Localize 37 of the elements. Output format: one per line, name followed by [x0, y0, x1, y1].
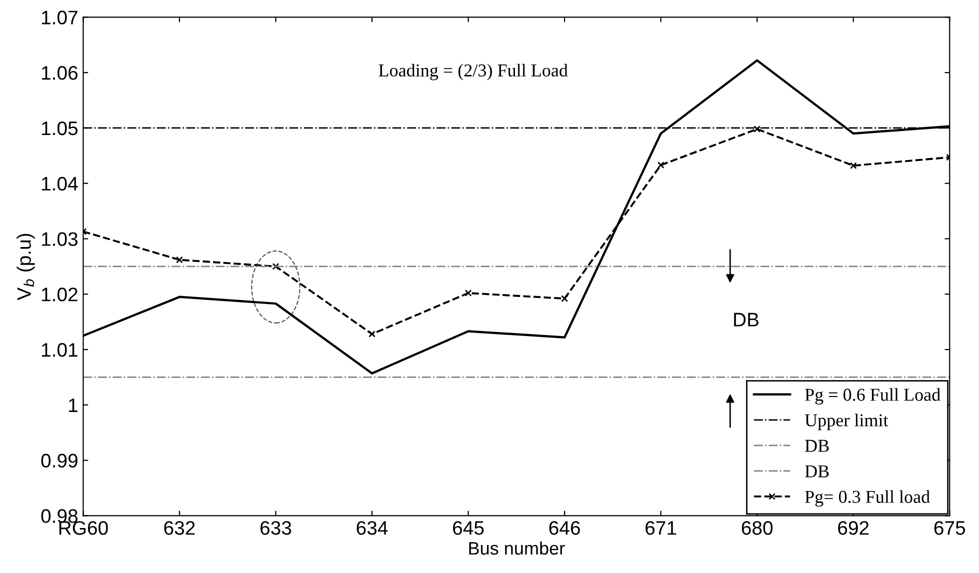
x-tick-label: 675	[934, 521, 966, 535]
y-tick-label: 1.07	[42, 10, 78, 24]
y-tick-label: 1.05	[42, 121, 78, 136]
annotation: DB	[734, 312, 758, 326]
y-tick-label: 1	[69, 398, 78, 412]
point	[850, 162, 857, 170]
x-tick-label: 646	[549, 521, 580, 535]
point	[561, 295, 568, 302]
y-tick-label: 1.06	[42, 66, 78, 80]
legend-label: DB	[805, 440, 829, 452]
y-tick-label: 0.99	[41, 454, 78, 468]
x-tick-label: 634	[356, 521, 388, 535]
legend-label: Upper limit	[804, 414, 888, 430]
x-tick-label: 645	[453, 521, 484, 535]
x-tick-label: RG60	[59, 521, 108, 535]
point	[464, 290, 472, 297]
y-tick-label: 0.98	[41, 509, 78, 523]
x-tick-label: 633	[260, 521, 292, 535]
x-axis-title: Bus number	[469, 541, 565, 555]
y-tick-label: 1.01	[42, 343, 78, 357]
y-tick-label: 1.02	[42, 288, 78, 302]
y-tick-label: 1.03	[42, 232, 78, 246]
y-axis-title: V$_{b}$ (p.u)	[16, 234, 35, 300]
x-tick-label: 671	[646, 521, 676, 535]
point	[754, 126, 761, 133]
x-tick-label: 692	[838, 521, 869, 535]
x-tick-label: 680	[742, 521, 773, 535]
point	[176, 256, 183, 264]
annotation: Loading = (2/3) Full Load	[378, 64, 568, 80]
point	[272, 262, 280, 270]
point	[368, 330, 376, 338]
point	[657, 162, 664, 169]
legend-label: Pg= 0.3 Full load	[805, 490, 930, 507]
legend-label: Pg = 0.6 Full Load	[805, 388, 940, 405]
legend-label: DB	[805, 465, 829, 478]
y-tick-label: 1.04	[42, 176, 78, 191]
x-tick-label: 632	[164, 521, 195, 535]
